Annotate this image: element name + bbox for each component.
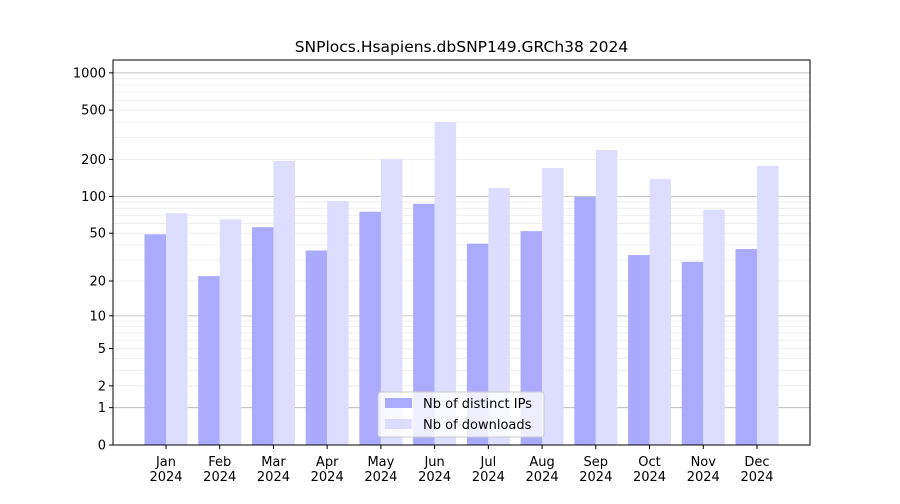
bar-distinct-ips [198, 276, 220, 445]
bar-downloads [219, 219, 242, 445]
legend-label: Nb of downloads [423, 418, 532, 433]
bar-distinct-ips [359, 211, 381, 445]
y-tick-label: 20 [89, 275, 106, 290]
bar-distinct-ips [413, 203, 435, 445]
x-tick-label: Aug 2024 [526, 455, 559, 485]
x-tick-label: Mar 2024 [257, 455, 290, 485]
x-tick-label: Apr 2024 [311, 455, 344, 485]
bar-downloads [166, 213, 188, 445]
y-tick-label: 5 [98, 342, 106, 357]
x-tick-label: Jan 2024 [149, 455, 182, 485]
bar-downloads [757, 165, 779, 445]
bar-distinct-ips [628, 255, 650, 445]
y-tick-label: 200 [81, 153, 106, 168]
x-tick-label: Dec 2024 [740, 455, 773, 485]
y-tick-label: 50 [89, 227, 106, 242]
y-tick-label: 1000 [73, 66, 106, 81]
bar-downloads [380, 159, 403, 445]
bar-downloads [434, 121, 457, 446]
legend-swatch [385, 419, 412, 429]
legend-box [377, 391, 545, 438]
legend-swatch [385, 398, 412, 408]
y-tick-label: 10 [89, 309, 106, 324]
x-tick-label: May 2024 [364, 455, 397, 485]
y-tick-label: 1 [98, 401, 106, 416]
x-tick-label: Jul 2024 [472, 455, 505, 485]
x-tick-label: Feb 2024 [203, 455, 236, 485]
legend: Nb of distinct IPs Nb of downloads [377, 391, 545, 438]
bar-downloads [595, 150, 618, 445]
bar-distinct-ips [681, 261, 704, 445]
bar-distinct-ips [735, 249, 757, 445]
x-tick-label: Jun 2024 [418, 455, 451, 485]
axes-frame [112, 59, 811, 446]
y-tick-label: 100 [81, 190, 106, 205]
bar-distinct-ips [574, 196, 596, 445]
y-tick-label: 2 [98, 379, 106, 394]
x-tick-label: Sep 2024 [579, 455, 612, 485]
bar-downloads [488, 188, 510, 445]
bar-downloads [703, 209, 725, 445]
bar-downloads [273, 160, 295, 446]
bar-distinct-ips [251, 227, 274, 445]
x-tick-label: Nov 2024 [687, 455, 720, 485]
chart-title: SNPlocs.Hsapiens.dbSNP149.GRCh38 2024 [295, 38, 629, 56]
bar-downloads [327, 200, 349, 445]
bar-downloads [542, 168, 564, 446]
x-tick-label: Oct 2024 [633, 455, 666, 485]
bar-downloads [649, 178, 672, 446]
legend-label: Nb of distinct IPs [423, 397, 532, 412]
y-tick-label: 500 [81, 104, 106, 119]
y-tick-label: 0 [98, 439, 106, 454]
bar-distinct-ips [144, 234, 166, 445]
bar-distinct-ips [305, 250, 328, 445]
